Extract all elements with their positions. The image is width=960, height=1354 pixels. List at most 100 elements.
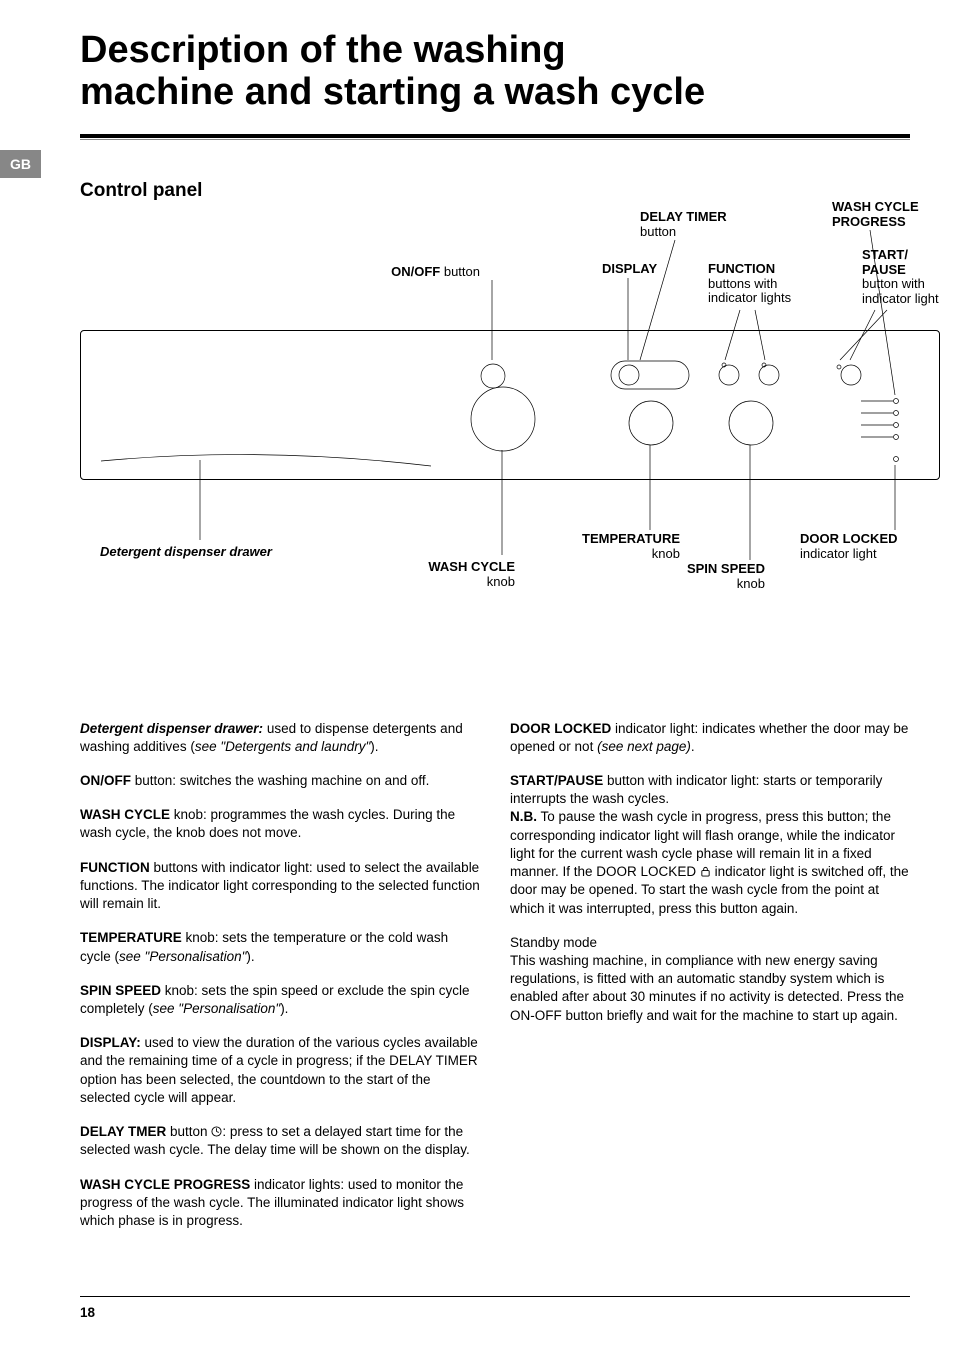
callout-wash-cycle-progress: WASH CYCLE PROGRESS [832,200,919,230]
para-onoff: ON/OFF button: switches the washing mach… [80,772,480,790]
callout-function: FUNCTION buttons with indicator lights [708,262,791,307]
onoff-circle [481,364,505,388]
para-door-locked: DOOR LOCKED indicator light: indicates w… [510,720,910,756]
label-sub: button [640,224,676,239]
start-pause-btn [841,365,861,385]
clock-icon [211,1126,222,1137]
function-btn-1 [719,365,739,385]
t: ). [370,739,378,754]
display-rect [611,361,689,389]
label-sub: indicator light [800,546,877,561]
callout-door-locked: DOOR LOCKED indicator light [800,532,898,562]
t: START/PAUSE [510,773,603,788]
label-bold: TEMPERATURE [582,531,680,546]
para-start-pause: START/PAUSE button with indicator light:… [510,772,910,918]
para-spin-speed: SPIN SPEED knob: sets the spin speed or … [80,982,480,1018]
label-bold2: PAUSE [862,262,906,277]
callout-wash-cycle: WASH CYCLE knob [410,560,515,590]
control-panel-section: Control panel DELAY TIMER button WASH CY… [80,180,910,650]
start-pause-led [837,365,841,369]
t: DOOR LOCKED [510,721,611,736]
label-bold: DOOR LOCKED [800,531,898,546]
label-sub: button [440,264,480,279]
t: DELAY TMER [80,1124,166,1139]
t: WASH CYCLE PROGRESS [80,1177,250,1192]
callout-delay-timer: DELAY TIMER button [640,210,727,240]
para-detergent-drawer: Detergent dispenser drawer: used to disp… [80,720,480,756]
label-bold: FUNCTION [708,261,775,276]
para-standby: Standby mode This washing machine, in co… [510,934,910,1025]
t: SPIN SPEED [80,983,161,998]
progress-led-1 [894,398,899,403]
wash-cycle-knob [471,387,535,451]
label-bold: WASH CYCLE [832,199,919,214]
t: button [166,1124,211,1139]
para-display: DISPLAY: used to view the duration of th… [80,1034,480,1107]
label-bold2: PROGRESS [832,214,906,229]
t: DISPLAY: [80,1035,141,1050]
label-sub: knob [737,576,765,591]
t: N.B. [510,809,537,824]
progress-led-4 [894,434,899,439]
temperature-knob [629,401,673,445]
column-left: Detergent dispenser drawer: used to disp… [80,720,480,1247]
t: Detergent dispenser drawer: [80,721,263,736]
function-btn-2 [759,365,779,385]
label-bold1: START/ [862,247,908,262]
t: see "Personalisation" [119,949,246,964]
control-panel-diagram: DELAY TIMER button WASH CYCLE PROGRESS O… [80,210,960,650]
callout-start-pause: START/ PAUSE button with indicator light [862,248,939,308]
t: This washing machine, in compliance with… [510,953,904,1023]
panel-outline [80,330,940,480]
label-bold: ON/OFF [391,264,440,279]
label-sub2: indicator lights [708,290,791,305]
progress-led-3 [894,422,899,427]
title-line-1: Description of the washing [80,29,566,71]
gb-tab: GB [0,150,41,178]
t: (see next page) [597,739,691,754]
page-title: Description of the washing machine and s… [80,30,910,114]
t: ON/OFF [80,773,131,788]
para-wash-cycle-progress: WASH CYCLE PROGRESS indicator lights: us… [80,1176,480,1231]
label-bold: WASH CYCLE [428,559,515,574]
callout-display: DISPLAY [602,262,657,277]
column-right: DOOR LOCKED indicator light: indicates w… [510,720,910,1247]
label-sub1: buttons with [708,276,777,291]
label-sub1: button with [862,276,925,291]
page-number: 18 [80,1305,95,1320]
t: WASH CYCLE [80,807,170,822]
lock-icon [700,866,711,877]
t: ). [246,949,254,964]
spin-speed-knob [729,401,773,445]
panel-svg [81,331,941,481]
label-bold: DISPLAY [602,261,657,276]
para-temperature: TEMPERATURE knob: sets the temperature o… [80,929,480,965]
label-sub2: indicator light [862,291,939,306]
callout-detergent-drawer: Detergent dispenser drawer [100,545,272,560]
t: button: switches the washing machine on … [131,773,429,788]
door-locked-led [894,456,899,461]
page-footer: 18 [80,1296,910,1320]
title-rule-thin [80,139,910,140]
label-bold: DELAY TIMER [640,209,727,224]
para-delay-timer: DELAY TMER button : press to set a delay… [80,1123,480,1159]
callout-spin-speed: SPIN SPEED knob [665,562,765,592]
t: TEMPERATURE [80,930,182,945]
label-sub: knob [487,574,515,589]
progress-led-2 [894,410,899,415]
title-rule-thick [80,134,910,138]
delay-timer-circle [619,365,639,385]
title-line-2: machine and starting a wash cycle [80,71,705,113]
t: ). [280,1001,288,1016]
t: see "Personalisation" [153,1001,280,1016]
callout-onoff: ON/OFF button [330,265,480,280]
callout-temperature: TEMPERATURE knob [560,532,680,562]
section-title: Control panel [80,180,910,202]
t: FUNCTION [80,860,150,875]
label-bold: SPIN SPEED [687,561,765,576]
t: see "Detergents and laundry" [195,739,370,754]
para-wash-cycle: WASH CYCLE knob: programmes the wash cyc… [80,806,480,842]
body-columns: Detergent dispenser drawer: used to disp… [80,720,910,1247]
label-sub: knob [652,546,680,561]
t: Standby mode [510,935,597,950]
